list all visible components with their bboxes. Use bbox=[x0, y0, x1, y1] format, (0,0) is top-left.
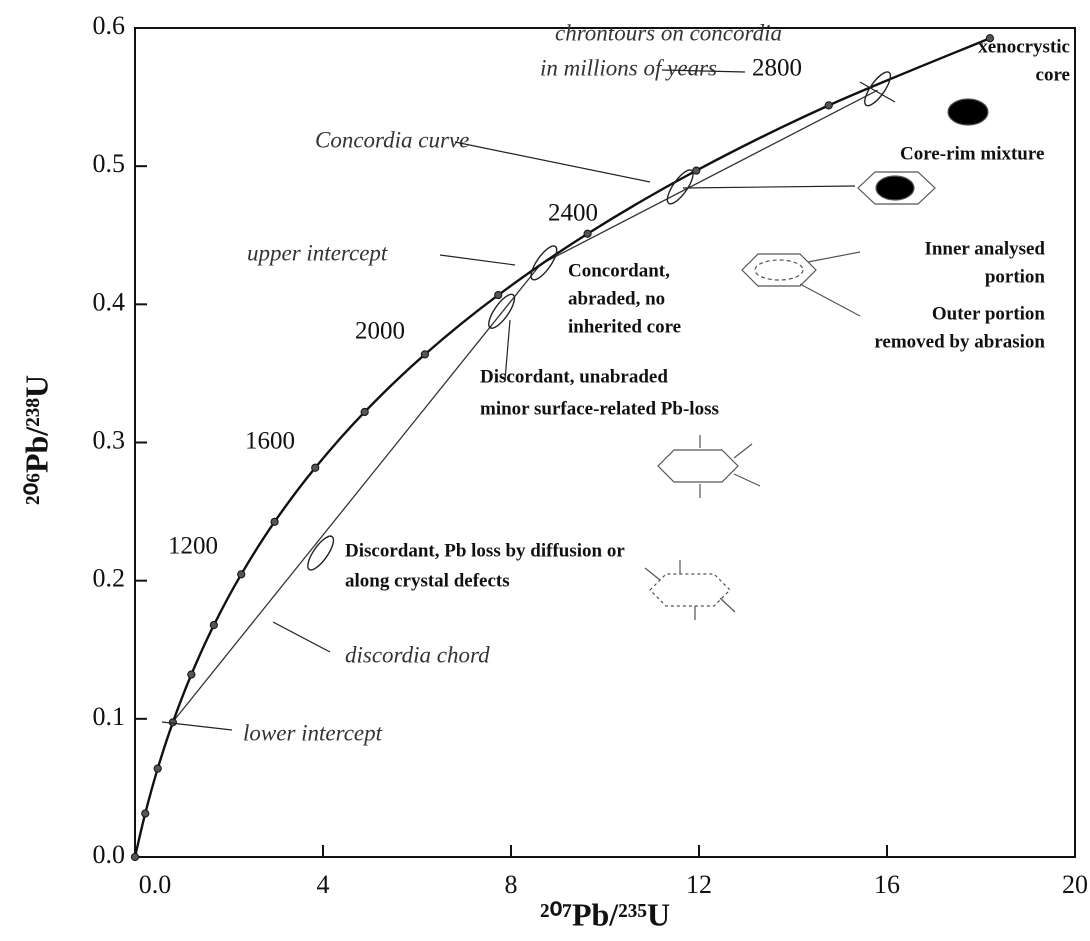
annotation: Concordia curve bbox=[315, 127, 469, 152]
annotation: along crystal defects bbox=[345, 570, 510, 591]
error-ellipse bbox=[488, 293, 516, 329]
annotation: in millions of years bbox=[540, 55, 717, 80]
concordia-point bbox=[583, 229, 592, 238]
annotation: upper intercept bbox=[247, 240, 388, 265]
concordia-point bbox=[153, 764, 162, 773]
annotation: Core-rim mixture bbox=[900, 143, 1044, 164]
leader-line bbox=[504, 319, 511, 381]
x-tick-label: 20 bbox=[1062, 870, 1088, 899]
leader bbox=[807, 251, 861, 263]
annotation: 2400 bbox=[548, 200, 598, 227]
zircon-icons bbox=[644, 98, 989, 620]
concordia-point bbox=[141, 809, 150, 818]
x-tick-label: 8 bbox=[505, 870, 518, 899]
annotation: lower intercept bbox=[243, 720, 383, 745]
leader-line bbox=[682, 185, 856, 189]
concordia-point bbox=[168, 718, 177, 727]
x-tick-label: 12 bbox=[686, 870, 712, 899]
concordia-point bbox=[130, 852, 140, 862]
icon-core bbox=[947, 98, 989, 126]
annotation: 2000 bbox=[355, 318, 405, 345]
concordia-point bbox=[692, 166, 701, 175]
annotation: xenocrystic bbox=[978, 36, 1070, 57]
leader bbox=[799, 283, 861, 317]
leader-line bbox=[454, 141, 651, 183]
y-tick-label: 0.3 bbox=[93, 425, 126, 454]
x-axis-label: ²⁰⁷Pb/²³⁵U bbox=[540, 896, 670, 932]
x-tick-label: 0.0 bbox=[139, 870, 172, 899]
icon-core bbox=[875, 175, 915, 201]
annotation: core bbox=[1036, 64, 1070, 85]
annotation: discordia chord bbox=[345, 642, 490, 667]
annotation: 2800 bbox=[752, 55, 802, 82]
leader-line bbox=[661, 69, 746, 73]
annotation: removed by abrasion bbox=[874, 331, 1045, 352]
leader-line bbox=[272, 621, 331, 653]
y-tick-label: 0.0 bbox=[93, 840, 126, 869]
y-tick-label: 0.1 bbox=[93, 702, 126, 731]
concordia-point bbox=[270, 517, 279, 526]
concordia-point bbox=[494, 290, 503, 300]
arrow bbox=[719, 597, 736, 613]
annotation: portion bbox=[985, 266, 1046, 287]
annotation: chrontours on concordia bbox=[555, 20, 782, 45]
arrow bbox=[733, 473, 761, 487]
annotation: 1600 bbox=[245, 428, 295, 455]
discordia-chord bbox=[540, 89, 878, 265]
annotation: Inner analysed bbox=[924, 238, 1045, 259]
icon-inner bbox=[754, 259, 804, 281]
concordia-point bbox=[209, 621, 218, 630]
annotation: minor surface-related Pb-loss bbox=[480, 398, 719, 419]
leader-line bbox=[439, 254, 516, 266]
x-tick-label: 4 bbox=[317, 870, 330, 899]
icon-hexagon bbox=[857, 171, 936, 205]
leader-line bbox=[859, 81, 896, 103]
concordia-point bbox=[237, 570, 246, 579]
y-tick-label: 0.2 bbox=[93, 564, 126, 593]
error-ellipse bbox=[530, 245, 558, 281]
concordia-point bbox=[985, 34, 995, 43]
discordia-chord bbox=[172, 263, 542, 723]
annotation: 1200 bbox=[168, 533, 218, 560]
icon-hexagon bbox=[657, 449, 739, 483]
x-tick-label: 16 bbox=[874, 870, 900, 899]
concordia-point bbox=[420, 350, 430, 359]
annotation: abraded, no bbox=[568, 288, 665, 309]
concordia-point bbox=[824, 101, 833, 110]
icon-hexagon bbox=[741, 253, 817, 287]
concordia-point bbox=[360, 407, 369, 417]
icon-hexagon bbox=[649, 573, 731, 607]
error-ellipse bbox=[864, 71, 892, 107]
annotation: Outer portion bbox=[932, 303, 1046, 324]
arrow bbox=[733, 443, 753, 459]
annotation: Discordant, Pb loss by diffusion or bbox=[345, 540, 625, 561]
concordia-point bbox=[187, 670, 196, 679]
annotation: Concordant, bbox=[568, 260, 670, 281]
annotation: inherited core bbox=[568, 316, 681, 337]
y-tick-label: 0.4 bbox=[93, 287, 126, 316]
leader-line bbox=[161, 721, 233, 731]
error-ellipse bbox=[307, 535, 335, 571]
y-tick-label: 0.5 bbox=[93, 149, 126, 178]
y-tick-label: 0.6 bbox=[93, 11, 126, 40]
annotation: Discordant, unabraded bbox=[480, 366, 668, 387]
y-axis-label: ²⁰⁶Pb/²³⁸U bbox=[18, 375, 54, 505]
arrow bbox=[644, 567, 661, 581]
concordia-point bbox=[311, 463, 320, 472]
error-ellipse bbox=[666, 169, 694, 205]
